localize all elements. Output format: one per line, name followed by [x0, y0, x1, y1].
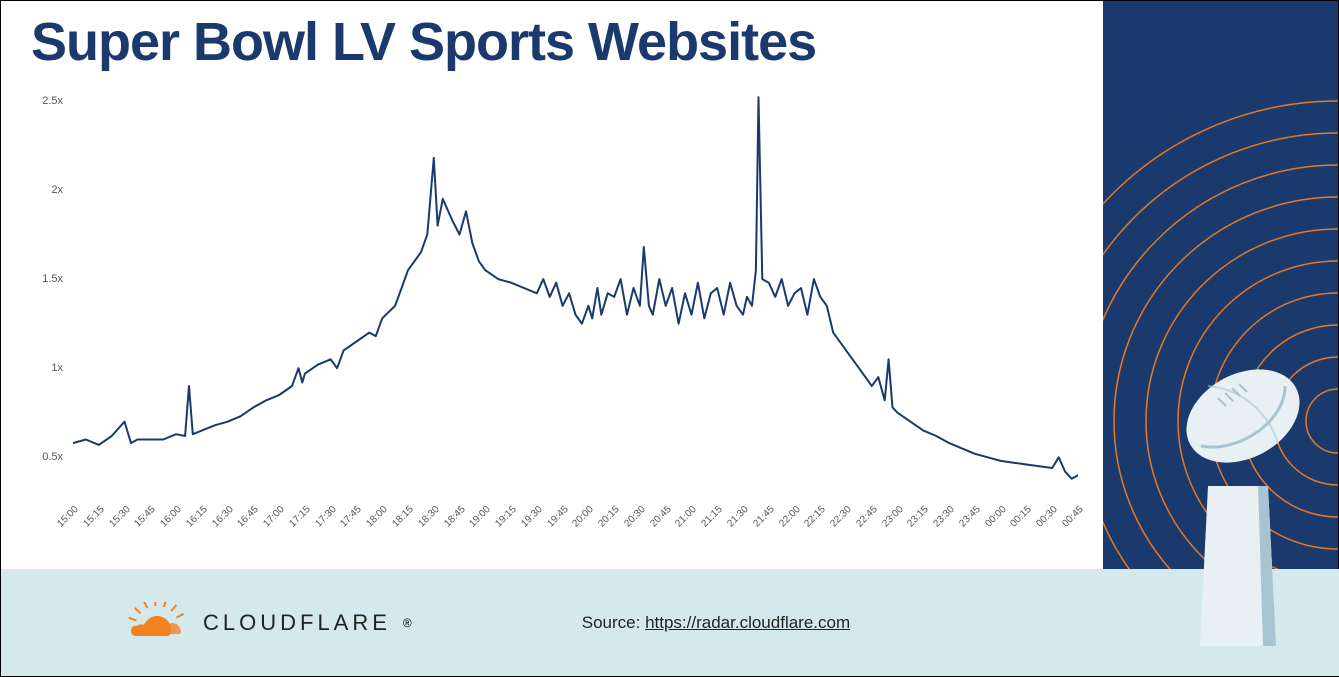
x-tick-label: 23:00	[880, 504, 905, 529]
x-tick-label: 16:45	[236, 504, 261, 529]
x-tick-label: 17:15	[287, 504, 312, 529]
source-link[interactable]: https://radar.cloudflare.com	[645, 613, 850, 632]
x-axis: 15:0015:1515:3015:4516:0016:1516:3016:45…	[73, 498, 1078, 553]
chart-title: Super Bowl LV Sports Websites	[31, 11, 1081, 73]
x-tick-label: 17:30	[313, 504, 338, 529]
x-tick-label: 23:15	[906, 504, 931, 529]
x-tick-label: 18:15	[390, 504, 415, 529]
y-tick-label: 1.5x	[42, 273, 63, 285]
x-tick-label: 00:30	[1035, 504, 1060, 529]
x-tick-label: 18:45	[442, 504, 467, 529]
y-tick-label: 2x	[51, 184, 63, 196]
x-tick-label: 22:45	[854, 504, 879, 529]
x-tick-label: 15:30	[107, 504, 132, 529]
chart-container: 0.5x1x1.5x2x2.5x 15:0015:1515:3015:4516:…	[21, 83, 1081, 553]
x-tick-label: 16:00	[158, 504, 183, 529]
y-axis: 0.5x 1x 1.5x 2x 2.5x	[21, 83, 69, 493]
x-tick-label: 18:00	[365, 504, 390, 529]
x-tick-label: 22:00	[777, 504, 802, 529]
x-tick-label: 20:15	[596, 504, 621, 529]
x-tick-label: 21:00	[674, 504, 699, 529]
y-tick-label: 2.5x	[42, 95, 63, 107]
x-tick-label: 20:45	[648, 504, 673, 529]
x-tick-label: 15:15	[81, 504, 106, 529]
x-tick-label: 20:00	[571, 504, 596, 529]
x-tick-label: 17:45	[339, 504, 364, 529]
x-tick-label: 19:15	[493, 504, 518, 529]
x-tick-label: 23:45	[957, 504, 982, 529]
x-tick-label: 20:30	[622, 504, 647, 529]
registered-mark: ®	[403, 616, 412, 630]
football-trophy-icon	[1148, 336, 1328, 666]
x-tick-label: 15:45	[133, 504, 158, 529]
cloudflare-wordmark: CLOUDFLARE	[203, 610, 391, 636]
x-tick-label: 22:30	[828, 504, 853, 529]
cloudflare-logo: CLOUDFLARE ®	[121, 602, 412, 644]
y-tick-label: 1x	[51, 362, 63, 374]
x-tick-label: 17:00	[261, 504, 286, 529]
x-tick-label: 00:00	[983, 504, 1008, 529]
cloudflare-cloud-icon	[121, 602, 191, 644]
y-tick-label: 0.5x	[42, 451, 63, 463]
x-tick-label: 16:30	[210, 504, 235, 529]
x-tick-label: 00:45	[1060, 504, 1085, 529]
x-tick-label: 19:30	[519, 504, 544, 529]
source-label: Source:	[582, 613, 645, 632]
x-tick-label: 00:15	[1009, 504, 1034, 529]
x-tick-label: 19:00	[468, 504, 493, 529]
x-tick-label: 23:30	[931, 504, 956, 529]
x-tick-label: 21:15	[700, 504, 725, 529]
x-tick-label: 21:30	[725, 504, 750, 529]
main-panel: Super Bowl LV Sports Websites 0.5x 1x 1.5x…	[1, 1, 1101, 571]
x-tick-label: 19:45	[545, 504, 570, 529]
x-tick-label: 22:15	[803, 504, 828, 529]
x-tick-label: 18:30	[416, 504, 441, 529]
line-chart	[73, 83, 1078, 493]
source-attribution: Source: https://radar.cloudflare.com	[582, 613, 850, 633]
x-tick-label: 21:45	[751, 504, 776, 529]
x-tick-label: 15:00	[55, 504, 80, 529]
footer-bar: CLOUDFLARE ® Source: https://radar.cloud…	[1, 569, 1339, 676]
x-tick-label: 16:15	[184, 504, 209, 529]
